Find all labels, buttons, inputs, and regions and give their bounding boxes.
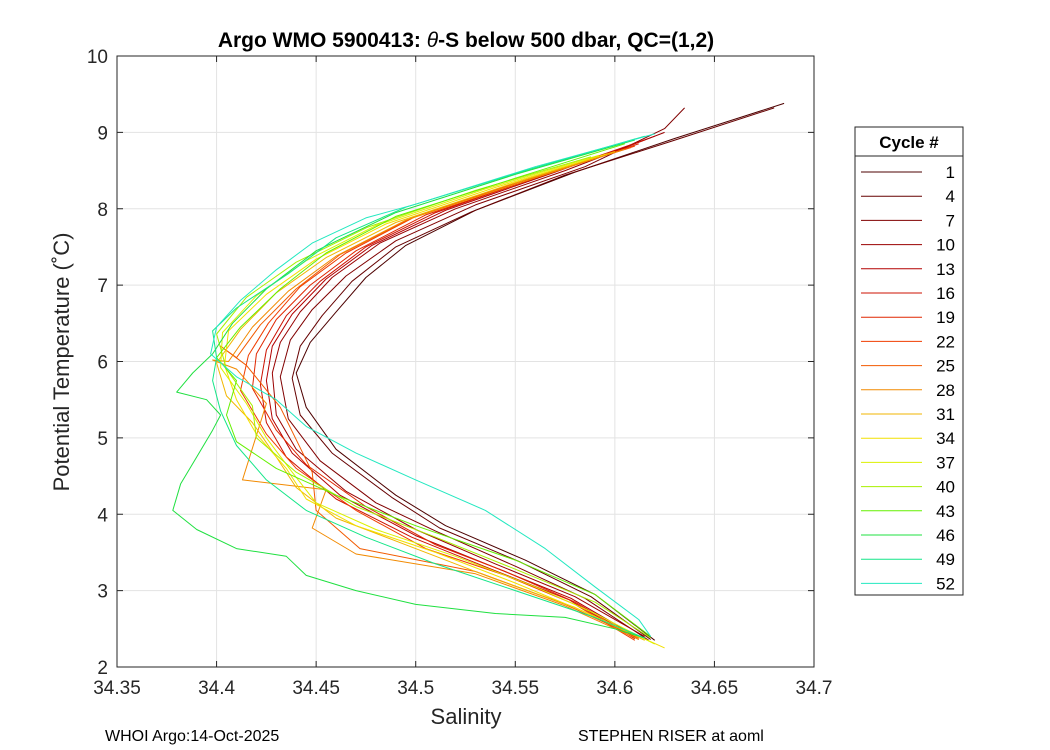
- legend-title: Cycle #: [879, 133, 939, 152]
- series-line-cycle-10: [271, 131, 665, 637]
- legend-label-cycle-31: 31: [936, 405, 955, 424]
- series-line-cycle-52: [210, 133, 655, 637]
- legend-entries: 1 4 7 10 13 16 19 22 25 28 31 34 37 40 43 46 49 52: [861, 163, 955, 593]
- series-line-cycle-16: [259, 139, 645, 640]
- y-tick-label: 2: [97, 658, 108, 679]
- y-tick-label: 7: [97, 276, 108, 297]
- series-line-cycle-19: [251, 143, 640, 640]
- series-line-cycle-49: [212, 135, 645, 639]
- series-line-cycle-31: [216, 151, 645, 641]
- series-line-cycle-43: [216, 143, 652, 637]
- series-line-cycle-40: [216, 156, 651, 639]
- series-line-cycle-22: [240, 145, 636, 641]
- x-tick-label: 34.4: [198, 678, 235, 699]
- series-group: [172, 102, 785, 649]
- x-axis-label: Salinity: [431, 704, 502, 729]
- x-tick-label: 34.5: [397, 678, 434, 699]
- y-axis-label: Potential Temperature (˚C): [49, 233, 74, 492]
- x-tick-label: 34.7: [796, 678, 833, 699]
- legend-label-cycle-46: 46: [936, 526, 955, 545]
- x-tick-label: 34.65: [691, 678, 739, 699]
- footer-right: STEPHEN RISER at aoml: [578, 728, 764, 745]
- series-line-cycle-34: [224, 153, 665, 649]
- chart-title: Argo WMO 5900413: θ-S below 500 dbar, QC…: [218, 29, 714, 52]
- y-tick-label: 3: [97, 582, 108, 603]
- series-line-cycle-4: [291, 107, 775, 640]
- legend-label-cycle-49: 49: [936, 550, 955, 569]
- series-line-cycle-28: [212, 148, 640, 640]
- series-line-cycle-46: [172, 139, 645, 639]
- x-tick-label: 34.35: [93, 678, 141, 699]
- series-line-cycle-7: [279, 107, 685, 641]
- legend-label-cycle-1: 1: [946, 163, 955, 182]
- x-tick-label: 34.45: [292, 678, 340, 699]
- legend-box: [854, 126, 964, 596]
- x-tick-label: 34.55: [492, 678, 540, 699]
- legend-label-cycle-13: 13: [936, 260, 955, 279]
- y-tick-label: 10: [87, 47, 108, 68]
- legend-label-cycle-25: 25: [936, 357, 955, 376]
- y-tick-label: 9: [97, 123, 108, 144]
- series-line-cycle-25: [220, 147, 640, 639]
- plot-area: 34.35 34.4 34.45 34.5 34.55 34.6 34.65 34.7 234…: [87, 47, 833, 699]
- legend-label-cycle-7: 7: [946, 211, 955, 230]
- legend-label-cycle-40: 40: [936, 478, 955, 497]
- y-tick-label: 4: [97, 505, 108, 526]
- legend-label-cycle-52: 52: [936, 574, 955, 593]
- x-tick-label: 34.6: [596, 678, 633, 699]
- legend-label-cycle-28: 28: [936, 381, 955, 400]
- y-tick-label: 6: [97, 353, 108, 374]
- footer-left: WHOI Argo:14-Oct-2025: [105, 728, 279, 745]
- x-axis-ticks: 34.35 34.4 34.45 34.5 34.55 34.6 34.65 34.7: [93, 56, 832, 699]
- y-axis-ticks: 2 3 4 5 6 7 8 9 10: [87, 47, 814, 679]
- legend-label-cycle-43: 43: [936, 502, 955, 521]
- legend: Cycle # 1 4 7 10 13 16 19 22 25 28 31 34 37 40 43 46 49 5…: [854, 126, 964, 596]
- y-tick-label: 5: [97, 429, 108, 450]
- legend-label-cycle-34: 34: [936, 429, 955, 448]
- legend-label-cycle-4: 4: [946, 187, 955, 206]
- legend-label-cycle-22: 22: [936, 332, 955, 351]
- legend-label-cycle-37: 37: [936, 453, 955, 472]
- legend-label-cycle-10: 10: [936, 236, 955, 255]
- legend-label-cycle-19: 19: [936, 308, 955, 327]
- legend-label-cycle-16: 16: [936, 284, 955, 303]
- y-tick-label: 8: [97, 200, 108, 221]
- series-line-cycle-37: [220, 154, 655, 645]
